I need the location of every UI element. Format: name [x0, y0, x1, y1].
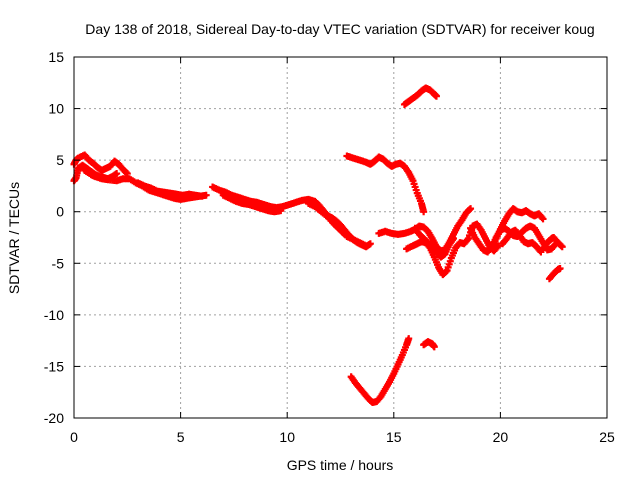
y-tick-label: 5 — [56, 152, 64, 168]
series-track-4 — [134, 179, 206, 200]
x-tick-label: 15 — [386, 429, 402, 445]
data-point — [366, 240, 374, 248]
y-tick-label: 10 — [48, 101, 64, 117]
series-track-2 — [70, 151, 131, 178]
data-point — [420, 208, 428, 216]
series-track-19 — [420, 338, 438, 351]
data-point — [467, 205, 475, 213]
chart-title: Day 138 of 2018, Sidereal Day-to-day VTE… — [85, 21, 594, 37]
data-point — [198, 192, 206, 200]
x-axis-title: GPS time / hours — [287, 457, 394, 473]
x-tick-label: 25 — [599, 429, 615, 445]
y-tick-label: -10 — [44, 307, 64, 323]
data-point — [277, 207, 285, 215]
series-track-16 — [545, 264, 564, 283]
data-point — [430, 343, 438, 351]
y-tick-label: -20 — [44, 410, 64, 426]
tick-labels: 0 5 10 15 20 25 -20 -15 -10 -5 0 5 10 15 — [44, 49, 615, 445]
x-tick-label: 10 — [279, 429, 295, 445]
data-point — [113, 170, 121, 178]
x-tick-label: 5 — [177, 429, 185, 445]
axis-ticks — [73, 56, 608, 419]
data-point — [432, 92, 440, 100]
series-track-17 — [400, 84, 440, 108]
series-track-13 — [488, 205, 547, 252]
data-point — [539, 215, 547, 223]
plot-frame — [73, 56, 608, 419]
y-tick-label: 0 — [56, 204, 64, 220]
series-track-14 — [499, 226, 545, 256]
x-tick-label: 0 — [70, 429, 78, 445]
data-point — [449, 235, 457, 243]
series-track-6 — [219, 191, 285, 216]
grid-lines — [74, 57, 607, 418]
y-tick-label: -5 — [52, 255, 65, 271]
y-tick-label: 15 — [48, 49, 64, 65]
data-point — [405, 335, 413, 343]
data-point — [556, 264, 564, 272]
series-track-11 — [411, 224, 457, 261]
y-axis-title: SDTVAR / TECUs — [6, 182, 22, 294]
data-points — [70, 84, 566, 407]
x-tick-label: 20 — [493, 429, 509, 445]
data-point — [362, 242, 370, 250]
series-track-18 — [347, 335, 413, 407]
series-track-7 — [305, 199, 370, 250]
series-track-8 — [343, 152, 428, 216]
y-tick-label: -15 — [44, 358, 64, 374]
series-track-10 — [403, 220, 502, 279]
series-track-15 — [539, 234, 566, 253]
data-point — [558, 243, 566, 251]
